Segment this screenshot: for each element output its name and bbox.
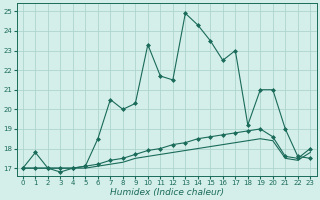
X-axis label: Humidex (Indice chaleur): Humidex (Indice chaleur) (109, 188, 224, 197)
